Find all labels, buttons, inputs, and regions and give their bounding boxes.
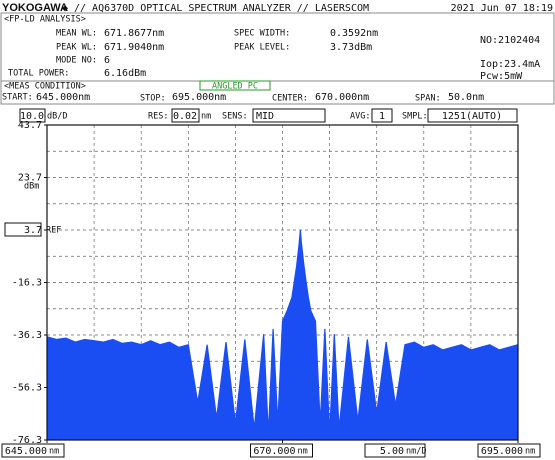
analysis-title: <FP-LD ANALYSIS> (4, 15, 86, 25)
y-tick-label: -36.3 (12, 330, 42, 341)
x-unit: nm (49, 447, 59, 457)
xscale-box (364, 443, 426, 458)
value: 3.73dBm (330, 42, 372, 53)
meas-box (0, 80, 555, 105)
label: CENTER: (272, 94, 308, 104)
ref-label: REF (46, 226, 61, 236)
x-unit: nm (298, 447, 308, 457)
x-tick-label: 695.000 (481, 446, 523, 457)
y-tick-label: -56.3 (12, 383, 42, 394)
brand: YOKOGAWA (2, 2, 68, 14)
scale: 10.0 (20, 111, 44, 122)
label: TOTAL POWER: (8, 69, 69, 79)
label: SPAN: (415, 94, 441, 104)
x-tick-box (250, 443, 313, 458)
label: SENS: (222, 112, 248, 122)
value: 671.8677nm (104, 28, 164, 39)
connector-box (199, 80, 271, 91)
sens-box (252, 108, 326, 123)
x-tick-label: 645.000 (5, 446, 47, 457)
scale-box (19, 108, 46, 123)
value: 671.9040nm (104, 42, 164, 53)
x-tick-box (477, 443, 541, 458)
value: 0.3592nm (330, 28, 378, 39)
value: 6.16dBm (104, 68, 146, 79)
label: AVG: (350, 112, 370, 122)
value: 645.000nm (36, 92, 90, 103)
smpl-box (427, 108, 518, 123)
y-unit: dBm (24, 182, 39, 192)
logo: ◆ (62, 3, 68, 14)
ref-box (4, 222, 42, 237)
label: MODE NO: (56, 56, 97, 66)
value: 695.000nm (172, 92, 226, 103)
connector: ANGLED PC (212, 82, 258, 92)
y-tick-label: 3.7 (24, 225, 42, 236)
label: MEAN WL: (56, 29, 97, 39)
x-unit: nm (525, 447, 535, 457)
unit: dB/D (47, 112, 67, 122)
label: STOP: (140, 94, 166, 104)
value: 6 (104, 55, 110, 66)
label: PEAK LEVEL: (234, 43, 290, 53)
smpl: 1251(AUTO) (442, 111, 502, 122)
label: START: (2, 93, 33, 103)
spectrum-line (46, 229, 519, 434)
y-tick-label: 23.7 (18, 173, 42, 184)
label: PEAK WL: (56, 43, 97, 53)
res-box (171, 108, 200, 123)
value: Iop:23.4mA (480, 59, 540, 70)
label: RES: (148, 112, 168, 122)
y-tick-label: 43.7 (18, 120, 42, 131)
x-tick-label: 670.000 (253, 446, 295, 457)
res: 0.02 (173, 111, 197, 122)
value: Pcw:5mW (480, 71, 523, 82)
avg: 1 (379, 111, 385, 122)
value: 670.000nm (315, 92, 369, 103)
y-tick-label: -16.3 (12, 278, 42, 289)
label: SMPL: (402, 112, 428, 122)
spectrum-fill (47, 229, 518, 440)
meas-title: <MEAS CONDITION> (4, 82, 86, 92)
x-tick-box (1, 443, 65, 458)
screen-title: // AQ6370D OPTICAL SPECTRUM ANALYZER // … (74, 3, 369, 14)
avg-box (371, 108, 393, 123)
unit: nm (201, 112, 211, 122)
label: SPEC WIDTH: (234, 29, 290, 39)
x-scale: 5.00 (380, 446, 404, 457)
value: NO:2102404 (480, 35, 540, 46)
sens: MID (256, 111, 274, 122)
value: 50.0nm (448, 92, 484, 103)
x-scale-unit: nm/D (406, 447, 426, 457)
y-tick-label: -76.3 (12, 435, 42, 446)
date: 2021 Jun 07 18:19 (451, 3, 553, 14)
